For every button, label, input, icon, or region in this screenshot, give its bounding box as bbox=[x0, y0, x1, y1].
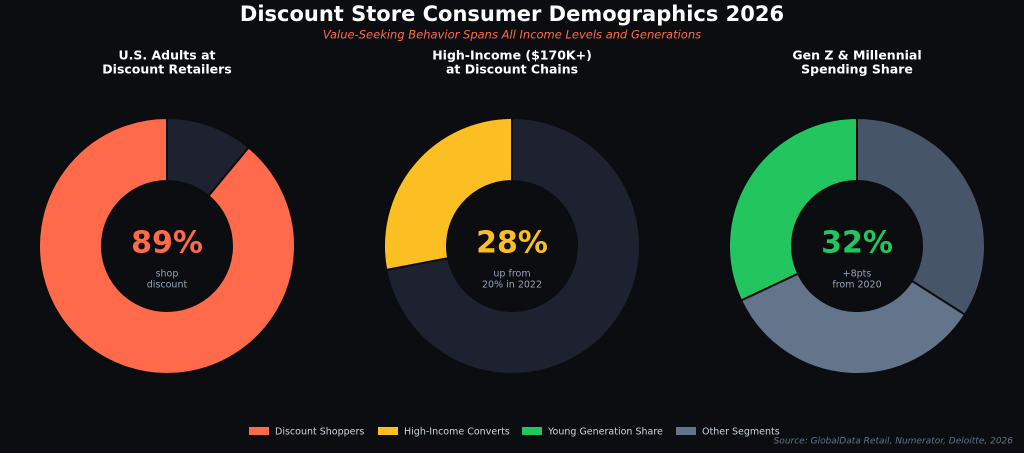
donut-slice bbox=[728, 116, 858, 302]
chart-title: High-Income ($170K+) bbox=[432, 48, 592, 63]
donut-slice bbox=[739, 272, 967, 375]
center-note: from 2020 bbox=[832, 280, 881, 291]
center-value: 89% bbox=[131, 226, 203, 261]
donut-slice bbox=[856, 116, 986, 316]
center-note: 20% in 2022 bbox=[482, 280, 542, 291]
legend-swatch bbox=[378, 427, 398, 435]
chart-title: U.S. Adults at bbox=[119, 48, 216, 63]
donut-slice bbox=[385, 116, 641, 375]
legend-label: Young Generation Share bbox=[547, 427, 663, 438]
donut-slice bbox=[166, 116, 250, 198]
chart-title: Spending Share bbox=[801, 62, 913, 77]
center-value: 28% bbox=[476, 226, 548, 261]
center-note: shop bbox=[156, 269, 179, 280]
page-title: Discount Store Consumer Demographics 202… bbox=[240, 2, 784, 26]
chart-title: at Discount Chains bbox=[446, 62, 578, 77]
legend-swatch bbox=[676, 427, 696, 435]
center-note: +8pts bbox=[843, 269, 872, 280]
subtitle: Value-Seeking Behavior Spans All Income … bbox=[323, 28, 701, 42]
legend-swatch bbox=[249, 427, 269, 435]
center-note: discount bbox=[147, 280, 188, 291]
legend-label: Discount Shoppers bbox=[275, 427, 364, 438]
legend-swatch bbox=[522, 427, 542, 435]
center-note: up from bbox=[493, 269, 530, 280]
donut-slice bbox=[383, 116, 513, 272]
legend-label: Other Segments bbox=[702, 427, 780, 438]
donut-slice bbox=[38, 116, 296, 375]
chart-title: Discount Retailers bbox=[102, 62, 231, 77]
chart-title: Gen Z & Millennial bbox=[792, 48, 921, 63]
source: Source: GlobalData Retail, Numerator, De… bbox=[774, 437, 1014, 447]
legend-label: High-Income Converts bbox=[404, 427, 510, 438]
center-value: 32% bbox=[821, 226, 893, 261]
